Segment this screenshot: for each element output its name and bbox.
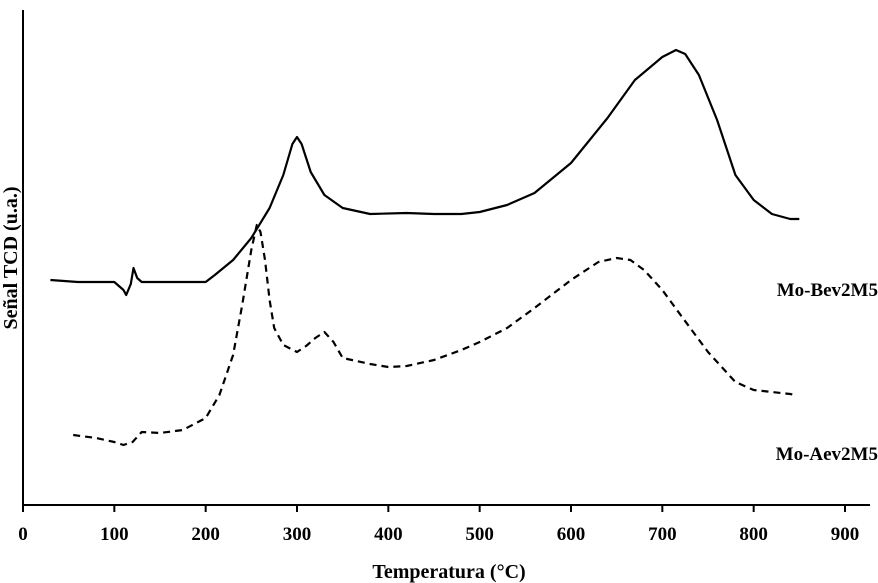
x-tick-label: 600 <box>557 524 586 545</box>
plot-area <box>50 48 800 447</box>
y-axis-title: Señal TCD (u.a.) <box>0 187 22 330</box>
x-tick-label: 900 <box>831 524 860 545</box>
x-tick-label: 800 <box>739 524 768 545</box>
series-line-mo-bev2m5 <box>50 48 800 297</box>
series-label-mo-aev2m5: Mo-Aev2M5 <box>776 444 878 465</box>
x-tick-label: 100 <box>100 524 129 545</box>
series-line-mo-aev2m5 <box>73 223 796 447</box>
x-tick-label: 500 <box>465 524 494 545</box>
series-label-mo-bev2m5: Mo-Bev2M5 <box>777 280 878 301</box>
x-tick-label: 200 <box>191 524 220 545</box>
x-tick-label: 400 <box>374 524 403 545</box>
x-tick-label: 0 <box>18 524 28 545</box>
x-axis-ticks: 0 100 200 300 400 500 600 700 800 900 <box>18 505 859 545</box>
x-axis-title: Temperatura (°C) <box>372 561 525 583</box>
x-tick-label: 300 <box>283 524 312 545</box>
x-tick-label: 700 <box>648 524 677 545</box>
